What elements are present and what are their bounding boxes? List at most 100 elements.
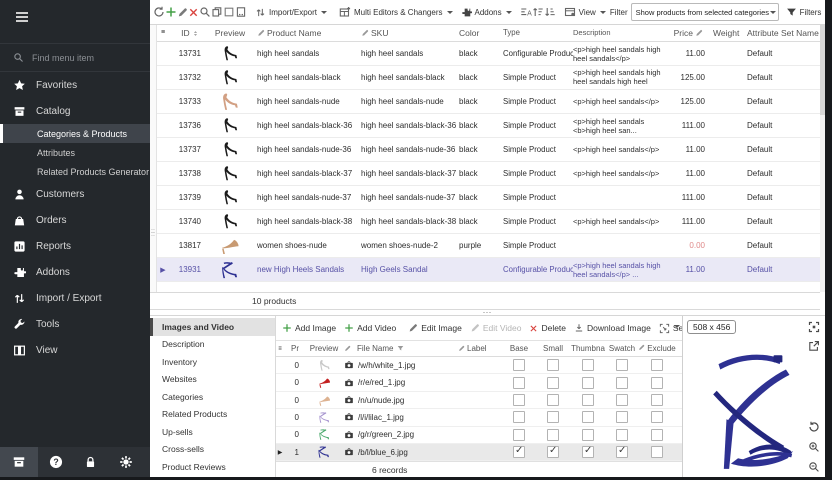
cell-file-name[interactable]: /b/l/blue_6.jpg <box>344 447 458 457</box>
add-product-button[interactable] <box>165 3 177 21</box>
cell-color[interactable]: purple <box>459 241 482 250</box>
cell-preview[interactable] <box>207 69 257 86</box>
sidebar-search[interactable]: Find menu item <box>0 43 150 72</box>
copy-button[interactable] <box>211 3 223 21</box>
add-video-button[interactable]: Add Video <box>340 323 400 333</box>
small-checkbox[interactable] <box>547 428 559 441</box>
multi-editors-dropdown[interactable]: Multi Editors & Changers <box>335 3 456 21</box>
delete-image-button[interactable]: Delete <box>525 323 570 333</box>
table-row-selected[interactable]: ▶ 13931 new High Heels Sandals High Geel… <box>157 258 820 282</box>
cell-id[interactable]: 13817 <box>178 241 201 250</box>
cell-product-name[interactable]: high heel sandals <box>257 49 320 58</box>
cell-price[interactable]: 11.00 <box>685 169 705 178</box>
base-checkbox[interactable] <box>513 394 525 406</box>
cell-position[interactable]: 0 <box>294 430 299 440</box>
cell-price[interactable]: 0.00 <box>689 241 705 250</box>
cell-id[interactable]: 13738 <box>178 169 201 178</box>
zoom-in-icon[interactable] <box>808 441 820 453</box>
rotate-icon[interactable] <box>808 421 820 433</box>
thumbnail-checkbox[interactable] <box>582 445 594 459</box>
tab-description[interactable]: Description <box>162 339 205 350</box>
paste-button[interactable] <box>235 3 247 21</box>
sidebar-item-customers[interactable]: Customers <box>0 181 150 207</box>
column-header-preview[interactable]: Preview <box>214 27 246 38</box>
clear-sorting-button[interactable] <box>520 3 532 21</box>
thumbnail-checkbox[interactable] <box>582 376 594 389</box>
cell-attribute-set[interactable]: Default <box>747 97 773 106</box>
thumbnail-checkbox[interactable] <box>582 394 594 406</box>
cell-file-name[interactable]: /w/h/white_1.jpg <box>344 360 458 370</box>
sidebar-item-orders[interactable]: Orders <box>0 207 150 233</box>
exclude-checkbox[interactable] <box>651 394 663 406</box>
image-row-selected[interactable]: ▶ 1 /b/l/blue_6.jpg <box>276 443 682 462</box>
grid-scrollbar[interactable] <box>820 25 825 292</box>
cell-price[interactable]: 111.00 <box>681 217 705 226</box>
cell-attribute-set[interactable]: Default <box>747 121 773 130</box>
open-external-icon[interactable] <box>808 340 820 352</box>
tab-images-and-video[interactable]: Images and Video <box>150 318 275 336</box>
cell-attribute-set[interactable]: Default <box>747 193 773 202</box>
exclude-checkbox[interactable] <box>651 428 663 441</box>
cell-file-name[interactable]: /g/r/green_2.jpg <box>344 430 458 440</box>
cell-preview[interactable] <box>207 165 257 182</box>
table-row[interactable]: 13731 high heel sandals high heel sandal… <box>157 42 820 66</box>
cell-sku[interactable]: high heel sandals-black-37 <box>361 169 457 178</box>
panel-splitter[interactable]: ⋯ <box>482 307 493 317</box>
cell-product-name[interactable]: high heel sandals-black-37 <box>257 169 353 178</box>
cell-file-name[interactable]: /n/u/nude.jpg <box>344 395 458 405</box>
column-header-sku[interactable]: SKU <box>361 28 459 38</box>
cell-sku[interactable]: high heel sandals <box>361 49 424 58</box>
thumbnail-checkbox[interactable] <box>582 359 594 372</box>
cell-attribute-set[interactable]: Default <box>747 241 773 250</box>
cell-preview[interactable] <box>207 213 257 230</box>
thumbnail-checkbox[interactable] <box>582 411 594 424</box>
cell-color[interactable]: black <box>459 49 478 58</box>
cell-type[interactable]: Simple Product <box>503 169 556 178</box>
sidebar-item-attributes[interactable]: Attributes <box>37 147 76 158</box>
cell-preview[interactable] <box>207 141 257 158</box>
table-row[interactable]: 13739 high heel sandals-nude-37 high hee… <box>157 186 820 210</box>
cell-type[interactable]: Simple Product <box>503 241 556 250</box>
cell-color[interactable]: black <box>459 169 478 178</box>
cell-description[interactable]: <p>high heel sandals <b>high heel san... <box>573 116 645 135</box>
cell-description[interactable]: <p>high heel sandals high heel sandals h… <box>573 68 661 87</box>
swatch-checkbox[interactable] <box>616 445 628 459</box>
table-row[interactable]: 13817 women shoes-nude women shoes-nude-… <box>157 234 820 258</box>
thumbnail-checkbox[interactable] <box>582 428 594 441</box>
cell-color[interactable]: black <box>459 145 478 154</box>
swatch-checkbox[interactable] <box>616 411 628 424</box>
column-chooser-icon[interactable]: ≡ <box>160 29 166 36</box>
tab-cross-sells[interactable]: Cross-sells <box>162 444 205 455</box>
cell-id[interactable]: 13740 <box>178 217 201 226</box>
swatch-checkbox[interactable] <box>616 428 628 441</box>
image-row[interactable]: 0 /l/i/lilac_1.jpg <box>276 409 682 427</box>
import-export-dropdown[interactable]: Import/Export <box>251 3 331 21</box>
cell-id[interactable]: 13737 <box>178 145 201 154</box>
small-checkbox[interactable] <box>547 376 559 389</box>
exclude-checkbox[interactable] <box>651 376 663 389</box>
cell-price[interactable]: 125.00 <box>680 73 705 82</box>
cell-attribute-set[interactable]: Default <box>747 265 773 274</box>
column-header-attribute-set[interactable]: Attribute Set Name <box>747 27 819 38</box>
cell-sku[interactable]: high heel sandals-black-38 <box>361 217 457 226</box>
cell-id[interactable]: 13731 <box>178 49 201 58</box>
cell-sku[interactable]: high heel sandals-nude <box>361 97 444 106</box>
edit-video-button[interactable]: Edit Video <box>466 323 526 333</box>
column-header-exclude[interactable]: Exclude <box>638 344 676 353</box>
column-header-label[interactable]: Label <box>458 344 502 353</box>
small-checkbox[interactable] <box>547 394 559 406</box>
column-header-id[interactable]: ID <box>169 28 207 38</box>
column-header-small[interactable]: Small <box>542 344 563 354</box>
cell-sku[interactable]: High Geels Sandal <box>361 265 428 274</box>
cell-product-name[interactable]: high heel sandals-black-38 <box>257 217 353 226</box>
sidebar-item-import-export[interactable]: Import / Export <box>0 285 150 311</box>
addons-dropdown[interactable]: Addons <box>457 3 516 21</box>
tab-websites[interactable]: Websites <box>162 374 197 385</box>
cell-preview[interactable] <box>207 236 257 256</box>
cell-price[interactable]: 111.00 <box>681 121 705 130</box>
cell-price[interactable]: 11.00 <box>685 265 705 274</box>
cell-attribute-set[interactable]: Default <box>747 49 773 58</box>
column-header-description[interactable]: Description <box>573 28 611 37</box>
column-header-weight[interactable]: Weight <box>713 27 740 38</box>
cell-position[interactable]: 0 <box>294 360 299 370</box>
